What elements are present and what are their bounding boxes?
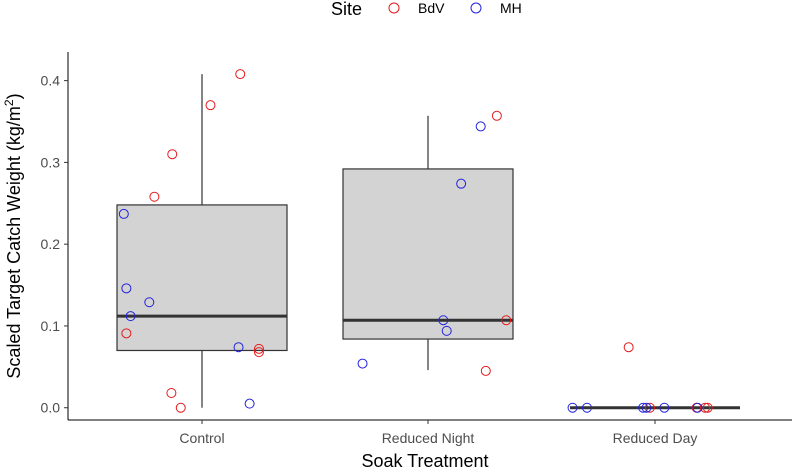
data-point-bdv [491,110,502,121]
y-tick-label: 0.1 [41,318,61,334]
data-point-bdv [149,191,160,202]
legend-label-mh: MH [500,0,522,16]
data-point-bdv [253,347,264,358]
data-point-bdv [205,100,216,111]
data-point-mh [125,311,136,322]
box-body [116,204,288,352]
x-axis: Control Reduced Night Reduced Day [68,419,792,446]
data-point-mh [582,402,592,413]
y-tick-label: 0.2 [41,236,61,252]
data-point-bdv [480,365,491,376]
data-point-mh [659,402,670,413]
y-axis-title-main: Scaled Target Catch Weight (kg/m [4,106,24,378]
legend-label-bdv: BdV [418,0,445,16]
data-point-bdv [644,402,655,413]
x-tick-label: Control [179,430,224,446]
data-point-mh [441,325,452,336]
y-axis-title-superscript: 2 [2,99,16,106]
data-point-mh [692,402,703,413]
data-point-bdv [253,343,264,354]
x-tick-label: Reduced Night [382,430,475,446]
data-point-mh [233,342,244,353]
data-point-mh [438,315,449,326]
data-point-mh [638,402,649,413]
data-point-bdv [501,315,512,326]
y-tick-label: 0.0 [41,400,61,416]
data-point-mh [121,283,132,294]
data-point-mh [118,208,129,219]
plot-area [116,69,740,413]
box-control [116,74,288,408]
box-body [342,168,514,340]
y-axis-title-end: ) [4,93,24,99]
data-point-mh [144,297,155,308]
x-axis-title: Soak Treatment [361,451,488,468]
data-point-bdv [702,402,713,413]
data-point-bdv [700,402,711,413]
data-point-mh [244,398,255,409]
legend: Site BdV MH [331,0,522,19]
x-tick-label: Reduced Day [613,430,698,446]
data-point-bdv [121,328,132,339]
data-point-bdv [175,402,186,413]
y-axis-title: Scaled Target Catch Weight (kg/m2) [2,93,24,378]
legend-marker-bdv [388,2,400,14]
data-point-bdv [235,69,246,80]
data-point-bdv [167,149,178,160]
data-point-mh [567,402,578,413]
y-tick-label: 0.4 [41,73,61,89]
data-point-mh [357,358,368,369]
legend-marker-mh [470,2,482,14]
data-point-bdv [166,388,177,399]
y-tick-label: 0.3 [41,154,61,170]
data-point-mh [641,402,652,413]
data-point-bdv [623,342,634,353]
y-axis: 0.0 0.1 0.2 0.3 0.4 [41,52,69,420]
data-point-mh [475,121,486,132]
data-point-mh [456,178,467,189]
legend-title: Site [331,0,362,19]
box-reduced-night [342,115,514,371]
